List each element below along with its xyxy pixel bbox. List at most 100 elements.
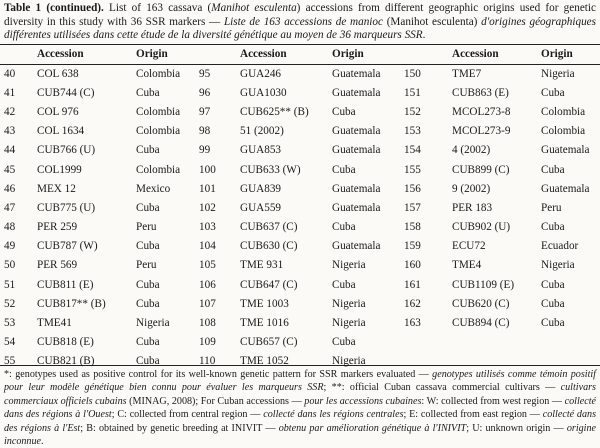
origin-cell: Cuba [541, 221, 565, 234]
origin-cell: Colombia [541, 105, 586, 118]
row-number: 110 [199, 355, 216, 368]
origin-cell: Nigeria [332, 297, 366, 310]
footnote-text: (MINAG, 2008); For Cuban accessions — [126, 395, 305, 407]
row-number: 108 [199, 317, 216, 330]
accession-cell: CUB811 (E) [37, 278, 94, 291]
accession-cell: TME 1052 [240, 355, 289, 368]
accession-cell: CUB821 (B) [37, 355, 95, 368]
accession-cell: TME 931 [240, 259, 284, 272]
origin-cell: Cuba [541, 163, 565, 176]
header-accession: Accession [240, 48, 287, 60]
caption-species: Manihot esculenta [211, 2, 297, 14]
table-row: 50 PER 569 Peru 105 TME 931 Nigeria 160 TME4 Nig… [0, 256, 600, 275]
origin-cell: Peru [541, 201, 562, 214]
accession-cell: PER 183 [452, 201, 493, 214]
row-number: 43 [4, 125, 16, 138]
caption-text-a: List of 163 cassava ( [103, 2, 212, 14]
row-number: 44 [4, 144, 16, 157]
caption-text-b: ) accessions from different geographic o… [4, 2, 596, 28]
footnote-french: pour les accessions cubaines [304, 395, 422, 407]
footnote-french: genotypes utilisés comme témoin positif … [4, 369, 596, 394]
accession-cell: CUB787 (W) [37, 240, 98, 253]
accession-cell: CUB894 (C) [452, 317, 510, 330]
accession-cell: CUB657 (C) [240, 336, 298, 349]
header-origin: Origin [541, 48, 573, 60]
origin-cell: Guatemala [332, 67, 381, 80]
accession-table: Accession Origin Accession Origin Access… [0, 44, 600, 371]
caption-french-b: d'origines géographiques différentes uti… [4, 15, 596, 42]
accession-cell: CUB902 (U) [452, 221, 511, 234]
accession-cell: COL 976 [37, 105, 79, 118]
accession-cell: CUB633 (W) [240, 163, 301, 176]
row-number: 151 [404, 86, 421, 99]
row-number: 101 [199, 182, 216, 195]
row-number: 106 [199, 278, 216, 291]
table-caption: Table 1 (continued). List of 163 cassava… [4, 2, 596, 43]
row-number: 40 [4, 67, 16, 80]
accession-cell: COL 638 [37, 67, 79, 80]
footnote-text: . [41, 436, 44, 448]
row-number: 50 [4, 259, 16, 272]
table-top-rule [0, 44, 600, 45]
origin-cell: Colombia [136, 105, 181, 118]
accession-cell: GUA853 [240, 144, 282, 157]
accession-cell: CUB637 (C) [240, 221, 298, 234]
footnote-text: *: genotypes used as positive control fo… [4, 369, 433, 380]
footnote-text: ; U: unknown origin — [466, 422, 567, 434]
accession-cell: CUB744 (C) [37, 86, 95, 99]
accession-cell: 9 (2002) [452, 182, 491, 195]
row-number: 153 [404, 125, 421, 138]
table-header-row: Accession Origin Accession Origin Access… [0, 44, 600, 64]
origin-cell: Guatemala [332, 86, 381, 99]
row-number: 159 [404, 240, 421, 253]
table-header-rule [0, 64, 600, 65]
row-number: 152 [404, 105, 421, 118]
header-accession: Accession [37, 48, 84, 60]
footnote-text: ; **: official Cuban cassava commercial … [323, 382, 561, 394]
row-number: 41 [4, 86, 16, 99]
accession-cell: CUB863 (E) [452, 86, 509, 99]
origin-cell: Cuba [136, 336, 160, 349]
origin-cell: Guatemala [332, 144, 381, 157]
table-bottom-rule [0, 365, 600, 366]
origin-cell: Cuba [136, 278, 160, 291]
caption-label: Table 1 (continued). [4, 2, 104, 14]
row-number: 55 [4, 355, 16, 368]
origin-cell [541, 333, 600, 352]
origin-cell: Cuba [136, 144, 160, 157]
footnote-text: ; C: collected from central region — [111, 409, 264, 421]
origin-cell: Guatemala [541, 144, 590, 157]
row-number: 46 [4, 182, 16, 195]
row-number: 53 [4, 317, 16, 330]
table-row: 46 MEX 12 Mexico 101 GUA839 Guatemala 156 9 (20… [0, 179, 600, 198]
accession-cell: TME7 [452, 67, 482, 80]
table-footnote: *: genotypes used as positive control fo… [4, 368, 596, 448]
accession-cell: 4 (2002) [452, 144, 491, 157]
accession-cell [452, 333, 541, 352]
table-row: 41 CUB744 (C) Cuba 96 GUA1030 Guatemala 151 CUB… [0, 83, 600, 102]
accession-cell: GUA559 [240, 201, 282, 214]
header-origin: Origin [332, 48, 364, 60]
origin-cell: Ecuador [541, 240, 579, 253]
row-number: 48 [4, 221, 16, 234]
row-number: 42 [4, 105, 16, 118]
row-number: 47 [4, 201, 16, 214]
table-body: 40 COL 638 Colombia 95 GUA246 Guatemala 150 TME… [0, 64, 600, 371]
row-number: 97 [199, 105, 211, 118]
footnote-text: ; B: obtained by genetic breeding at INI… [80, 422, 279, 434]
origin-cell: Cuba [136, 240, 160, 253]
footnote-french: collecté dans les régions centrales [263, 409, 404, 421]
row-number: 158 [404, 221, 421, 234]
caption-end: . [422, 29, 426, 42]
origin-cell: Cuba [541, 297, 565, 310]
accession-cell: CUB1109 (E) [452, 278, 515, 291]
accession-cell: PER 259 [37, 221, 78, 234]
row-number: 107 [199, 297, 216, 310]
accession-cell: TME 1003 [240, 297, 289, 310]
row-number: 154 [404, 144, 421, 157]
origin-cell: Cuba [332, 278, 356, 291]
accession-cell: CUB818 (E) [37, 336, 94, 349]
table-row: 52 CUB817** (B) Cuba 107 TME 1003 Nigeria 162 C… [0, 294, 600, 313]
row-number: 100 [199, 163, 216, 176]
origin-cell: Guatemala [541, 182, 590, 195]
